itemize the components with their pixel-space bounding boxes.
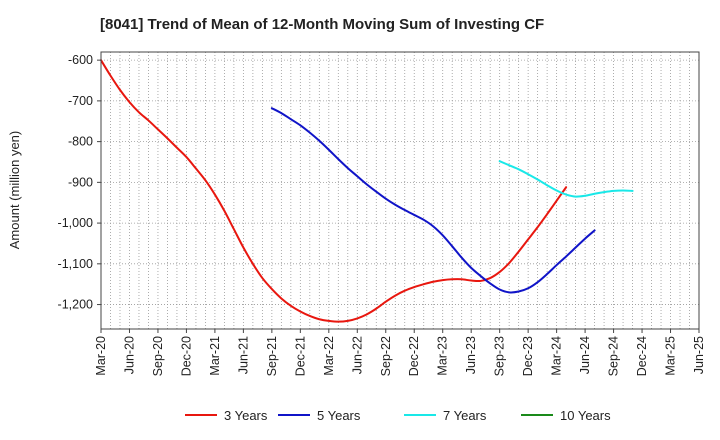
x-tick-label: Mar-21 <box>208 336 222 376</box>
x-tick-label: Jun-22 <box>350 336 364 374</box>
x-tick-label: Jun-21 <box>236 336 250 374</box>
legend-label-4: 10 Years <box>560 408 611 423</box>
x-tick-label: Jun-20 <box>122 336 136 374</box>
series-line-3 <box>498 160 634 198</box>
series-lines <box>100 59 634 323</box>
x-tick-label: Mar-20 <box>94 336 108 376</box>
x-tick-label: Dec-21 <box>293 336 307 376</box>
x-tick-label: Sep-21 <box>265 336 279 376</box>
y-tick-label: -600 <box>68 53 93 67</box>
legend-label-3: 7 Years <box>443 408 487 423</box>
x-tick-label: Jun-25 <box>692 336 706 374</box>
y-tick-label: -1,000 <box>58 216 93 230</box>
y-tick-label: -900 <box>68 175 93 189</box>
series-line-1 <box>100 59 568 323</box>
x-tick-label: Mar-22 <box>322 336 336 376</box>
x-tick-label: Dec-22 <box>407 336 421 376</box>
x-axis-ticks: Mar-20 Jun-20 Sep-20 Dec-20 Mar-21 Jun-21 Sep-… <box>94 329 706 376</box>
x-tick-label: Dec-20 <box>179 336 193 376</box>
chart-title: [8041] Trend of Mean of 12-Month Moving … <box>100 16 544 33</box>
y-tick-label: -1,200 <box>58 298 93 312</box>
x-tick-label: Sep-23 <box>493 336 507 376</box>
x-tick-label: Dec-24 <box>635 336 649 376</box>
x-tick-label: Dec-23 <box>521 336 535 376</box>
x-tick-label: Mar-25 <box>664 336 678 376</box>
x-tick-label: Sep-24 <box>607 336 621 376</box>
legend-label-1: 3 Years <box>224 408 268 423</box>
x-tick-label: Jun-23 <box>464 336 478 374</box>
y-tick-label: -700 <box>68 94 93 108</box>
x-tick-label: Mar-23 <box>436 336 450 376</box>
x-tick-label: Jun-24 <box>578 336 592 374</box>
plot-area <box>101 52 699 329</box>
y-axis-ticks: -600 -700 -800 -900 -1,000 -1,100 -1,200 <box>58 53 101 312</box>
y-tick-label: -800 <box>68 135 93 149</box>
legend: 3 Years 5 Years 7 Years 10 Years <box>185 408 611 423</box>
y-axis-label: Amount (million yen) <box>7 131 22 250</box>
series-line-2 <box>270 107 596 294</box>
legend-label-2: 5 Years <box>317 408 361 423</box>
y-tick-label: -1,100 <box>58 257 93 271</box>
x-tick-label: Mar-24 <box>550 336 564 376</box>
plot-frame <box>100 51 700 330</box>
x-tick-label: Sep-20 <box>151 336 165 376</box>
x-tick-label: Sep-22 <box>379 336 393 376</box>
